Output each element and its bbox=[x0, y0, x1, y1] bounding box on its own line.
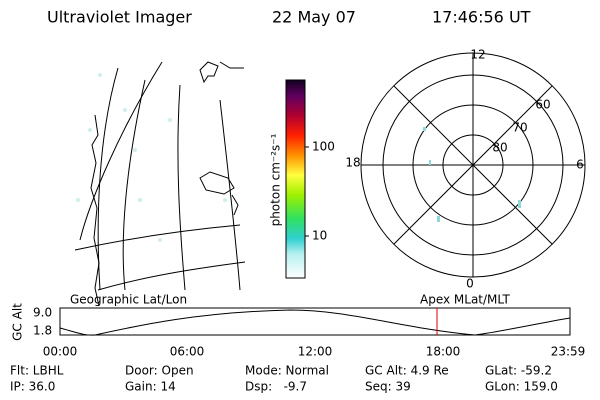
x-tick-label: 23:59 bbox=[551, 345, 586, 359]
colorbar-label: photon cm⁻²s⁻¹ bbox=[269, 133, 283, 226]
lat-label: 60 bbox=[535, 98, 550, 112]
status-field: GLon: 159.0 bbox=[485, 380, 558, 394]
hour-label: 12 bbox=[470, 48, 485, 62]
x-tick-label: 06:00 bbox=[170, 345, 205, 359]
x-tick-label: 12:00 bbox=[298, 345, 333, 359]
timeline-label: Apex MLat/MLT bbox=[420, 293, 510, 307]
altitude-curve bbox=[59, 309, 571, 336]
x-tick-label: 00:00 bbox=[43, 345, 78, 359]
timeline-box bbox=[59, 307, 571, 336]
status-field: Gain: 14 bbox=[125, 380, 176, 394]
status-field: Flt: LBHL bbox=[10, 364, 64, 378]
status-field: IP: 36.0 bbox=[10, 380, 55, 394]
time: 17:46:56 UT bbox=[432, 8, 531, 27]
map bbox=[74, 61, 246, 307]
status-field: Seq: 39 bbox=[365, 380, 411, 394]
hour-label: 0 bbox=[466, 277, 474, 291]
axis-label: GC Alt bbox=[11, 303, 25, 341]
colorbar bbox=[285, 79, 306, 279]
date: 22 May 07 bbox=[272, 8, 356, 27]
footer: Flt: LBHL Door: Open Mode: Normal GC Alt: 4… bbox=[10, 364, 558, 394]
colorbar-tick: 10 bbox=[312, 229, 327, 243]
hour-label: 6 bbox=[576, 158, 584, 172]
status-field: Dsp: -9.7 bbox=[245, 380, 307, 394]
lat-label: 80 bbox=[492, 141, 507, 155]
y-tick-label: 9.0 bbox=[33, 306, 52, 320]
status-field: GLat: -59.2 bbox=[485, 364, 552, 378]
status-field: Door: Open bbox=[125, 364, 194, 378]
timeline-label: Geographic Lat/Lon bbox=[70, 293, 187, 307]
status-field: GC Alt: 4.9 Re bbox=[365, 364, 449, 378]
lat-label: 70 bbox=[512, 121, 527, 135]
hour-label: 18 bbox=[345, 156, 360, 170]
title: Ultraviolet Imager bbox=[47, 8, 192, 27]
y-tick-label: 1.8 bbox=[33, 324, 52, 338]
status-field: Mode: Normal bbox=[245, 364, 329, 378]
polar-plot bbox=[360, 52, 586, 278]
x-tick-label: 18:00 bbox=[426, 345, 461, 359]
colorbar-tick: 100 bbox=[312, 140, 335, 154]
